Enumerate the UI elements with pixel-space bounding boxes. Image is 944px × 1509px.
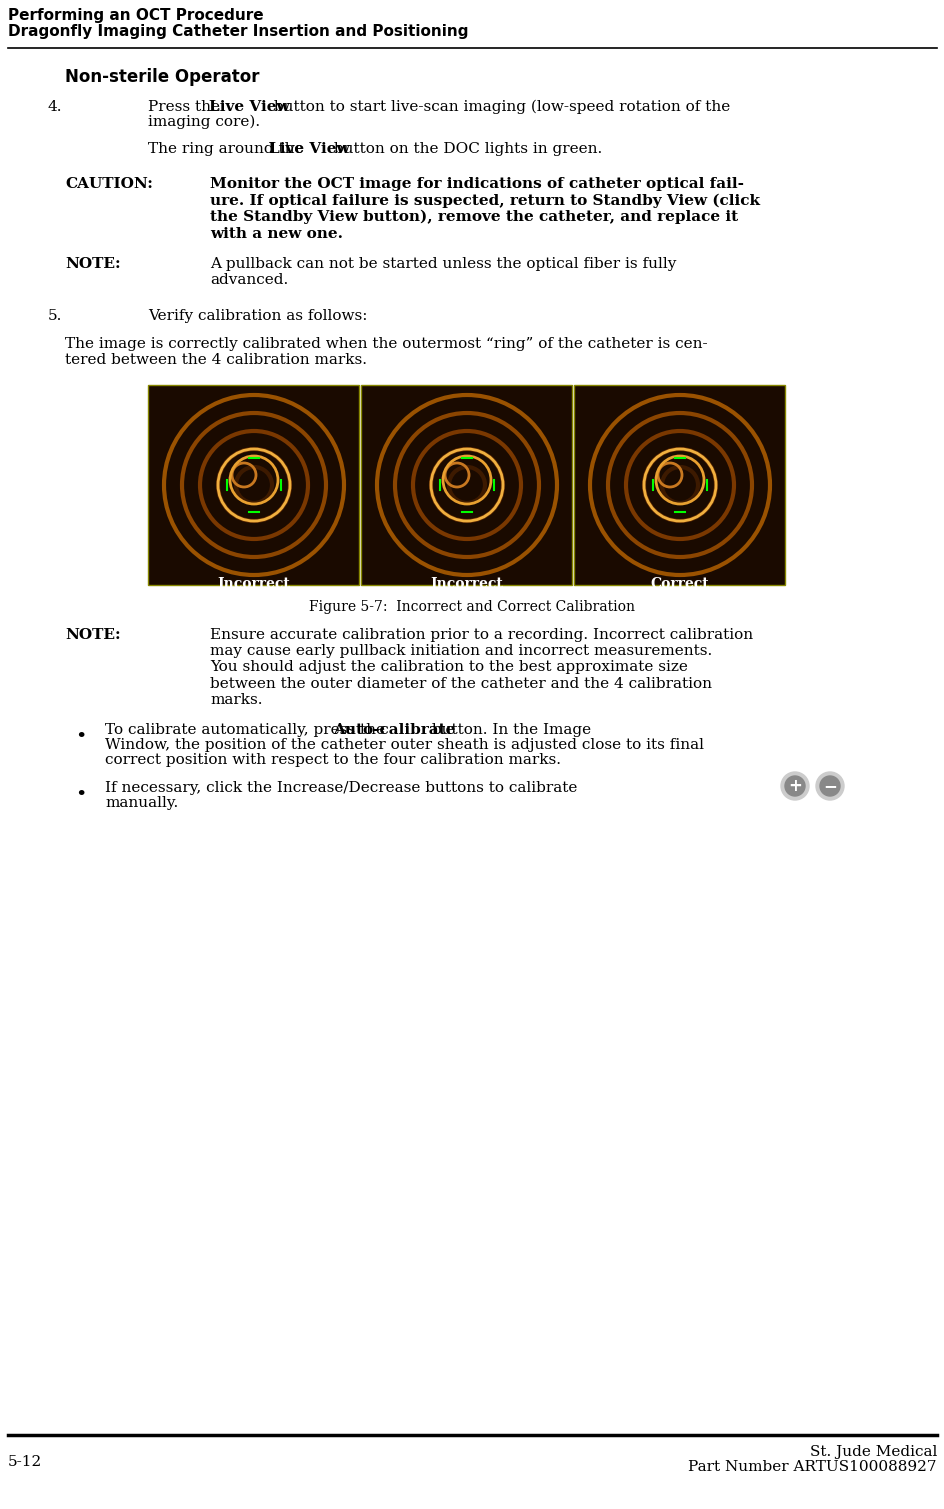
Text: imaging core).: imaging core). [148,115,260,130]
FancyBboxPatch shape [573,385,784,585]
Text: Auto-calibrate: Auto-calibrate [332,723,455,736]
Text: button. In the Image: button. In the Image [427,723,590,736]
Text: Figure 5-7:  Incorrect and Correct Calibration: Figure 5-7: Incorrect and Correct Calibr… [309,601,634,614]
Text: NOTE:: NOTE: [65,628,121,641]
Text: Incorrect: Incorrect [430,576,503,592]
Text: 4.: 4. [48,100,62,115]
Text: Press the: Press the [148,100,225,115]
Text: Monitor the OCT image for indications of catheter optical fail-
ure. If optical : Monitor the OCT image for indications of… [210,177,759,240]
Text: Ensure accurate calibration prior to a recording. Incorrect calibration
may caus: Ensure accurate calibration prior to a r… [210,628,752,706]
Text: manually.: manually. [105,797,178,810]
Text: 5.: 5. [48,309,62,323]
Text: •: • [75,786,86,804]
Text: Live View: Live View [269,142,349,155]
Text: button on the DOC lights in green.: button on the DOC lights in green. [329,142,602,155]
Text: Verify calibration as follows:: Verify calibration as follows: [148,309,367,323]
Text: •: • [75,727,86,745]
Text: Dragonfly Imaging Catheter Insertion and Positioning: Dragonfly Imaging Catheter Insertion and… [8,24,468,39]
Text: Correct: Correct [650,576,709,592]
Text: If necessary, click the Increase/Decrease buttons to calibrate: If necessary, click the Increase/Decreas… [105,782,577,795]
Text: St. Jude Medical: St. Jude Medical [809,1446,936,1459]
Text: 5-12: 5-12 [8,1455,42,1468]
Text: The ring around the: The ring around the [148,142,308,155]
Text: correct position with respect to the four calibration marks.: correct position with respect to the fou… [105,753,561,767]
FancyBboxPatch shape [148,385,359,585]
Text: The image is correctly calibrated when the outermost “ring” of the catheter is c: The image is correctly calibrated when t… [65,337,707,367]
Text: A pullback can not be started unless the optical fiber is fully
advanced.: A pullback can not be started unless the… [210,257,676,287]
Text: +: + [787,777,801,795]
FancyBboxPatch shape [361,385,571,585]
Text: To calibrate automatically, press the: To calibrate automatically, press the [105,723,390,736]
Text: Window, the position of the catheter outer sheath is adjusted close to its final: Window, the position of the catheter out… [105,738,703,751]
Text: Live View: Live View [209,100,289,115]
Circle shape [815,773,843,800]
Text: Non-sterile Operator: Non-sterile Operator [65,68,260,86]
Text: NOTE:: NOTE: [65,257,121,272]
Text: −: − [822,777,836,795]
Circle shape [819,776,839,797]
Text: Incorrect: Incorrect [217,576,290,592]
Circle shape [784,776,804,797]
Circle shape [780,773,808,800]
Text: button to start live-scan imaging (low-speed rotation of the: button to start live-scan imaging (low-s… [269,100,730,115]
Text: Performing an OCT Procedure: Performing an OCT Procedure [8,8,263,23]
Text: CAUTION:: CAUTION: [65,177,153,192]
Text: Part Number ARTUS100088927: Part Number ARTUS100088927 [688,1461,936,1474]
